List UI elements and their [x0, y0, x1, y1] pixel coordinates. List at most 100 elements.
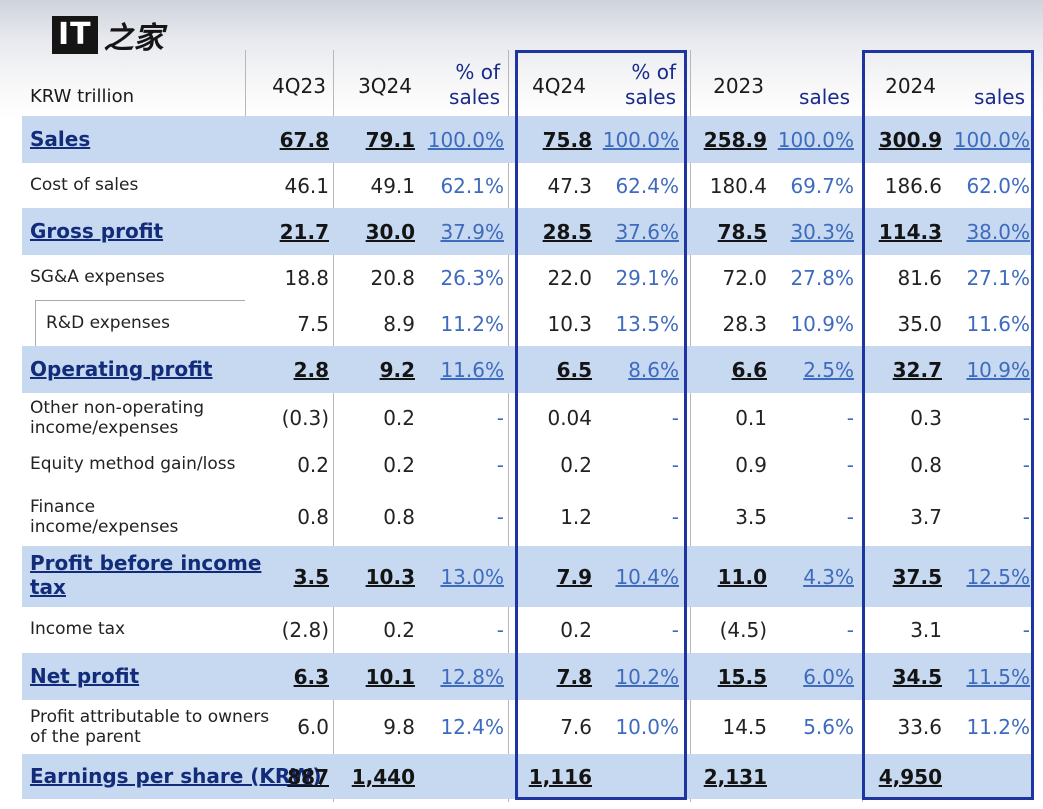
header-2024-pct: sales — [974, 85, 1025, 109]
cell-2024-pct: - — [1022, 505, 1030, 529]
cell-4q24-pct: 29.1% — [615, 266, 679, 290]
cell-3q24: 9.2 — [379, 357, 415, 382]
row-label: Earnings per share (KRW) — [30, 763, 322, 788]
cell-2023: 72.0 — [722, 266, 767, 290]
cell-2024-pct: 12.5% — [966, 564, 1030, 589]
cell-4q23: (2.8) — [281, 618, 329, 642]
header-4q24: 4Q24 — [532, 74, 586, 98]
cell-2024: 4,950 — [878, 764, 942, 789]
cell-3q24-pct: 13.0% — [440, 564, 504, 589]
cell-2023: (4.5) — [719, 618, 767, 642]
cell-2024: 186.6 — [884, 173, 942, 198]
cell-4q24: 10.3 — [547, 311, 592, 336]
cell-4q24: 0.04 — [547, 405, 592, 430]
cell-2024-pct: 27.1% — [966, 266, 1030, 290]
row-label: Income tax — [30, 619, 126, 639]
cell-4q24: 28.5 — [542, 219, 592, 244]
watermark-logo: IT 之家 — [52, 14, 164, 56]
cell-2023: 3.5 — [735, 505, 767, 529]
cell-3q24: 79.1 — [365, 127, 415, 152]
cell-3q24-pct: 11.2% — [440, 311, 504, 336]
header-2023-pct: sales — [799, 85, 850, 109]
header-4q23: 4Q23 — [272, 74, 326, 98]
cell-3q24-pct: 12.8% — [440, 664, 504, 689]
cell-3q24-pct: 100.0% — [427, 127, 504, 152]
subrow-bracket-left — [35, 300, 36, 346]
cell-4q24-pct: 62.4% — [615, 173, 679, 198]
cell-2024: 114.3 — [878, 219, 942, 244]
cell-2023-pct: - — [846, 405, 854, 430]
watermark-box-text: IT — [52, 16, 98, 54]
cell-2024: 0.3 — [910, 405, 942, 430]
cell-2023: 0.9 — [735, 453, 767, 477]
cell-2023: 11.0 — [717, 564, 767, 589]
table-header: KRW trillion 4Q23 3Q24 % of sales 4Q24 %… — [0, 50, 1043, 116]
cell-2024-pct: 100.0% — [953, 127, 1030, 152]
cell-2024: 300.9 — [878, 127, 942, 152]
cell-2024: 3.7 — [910, 505, 942, 529]
cell-3q24-pct: - — [496, 453, 504, 477]
cell-2023: 15.5 — [717, 664, 767, 689]
cell-4q23: 21.7 — [279, 219, 329, 244]
cell-4q24: 47.3 — [547, 173, 592, 198]
row-label-line2: tax — [30, 574, 66, 599]
cell-4q23: 3.5 — [293, 564, 329, 589]
row-label: Sales — [30, 126, 91, 151]
cell-2023-pct: 69.7% — [790, 173, 854, 198]
cell-2023: 14.5 — [722, 715, 767, 739]
cell-3q24-pct: - — [496, 618, 504, 642]
cell-2023-pct: 6.0% — [803, 664, 854, 689]
header-4q24-pct-b: sales — [625, 85, 676, 109]
watermark-script-text: 之家 — [103, 21, 164, 56]
divider-line — [508, 50, 509, 802]
cell-4q24: 0.2 — [560, 453, 592, 477]
cell-4q24-pct: 10.4% — [615, 564, 679, 589]
cell-4q23: 6.0 — [297, 715, 329, 739]
cell-4q24-pct: - — [671, 453, 679, 477]
table-row: Equity method gain/loss 0.2 0.2 - 0.2 - 0.9 - 0.… — [22, 442, 1032, 488]
cell-4q24-pct: 37.6% — [615, 219, 679, 244]
header-3q24-pct-b: sales — [449, 85, 500, 109]
top-background — [0, 0, 1043, 118]
row-label: Gross profit — [30, 218, 164, 243]
highlight-frame-2024 — [862, 50, 1034, 800]
cell-4q23: 0.8 — [297, 505, 329, 529]
cell-3q24: 10.1 — [365, 664, 415, 689]
cell-4q24-pct: - — [671, 618, 679, 642]
table-row: Finance income/expenses 0.8 0.8 - 1.2 - 3.5 - 3.7… — [22, 488, 1032, 546]
cell-3q24: 0.2 — [383, 453, 415, 477]
row-label: Net profit — [30, 663, 140, 688]
header-4q24-pct-a: % of — [631, 60, 676, 84]
cell-2024: 34.5 — [892, 664, 942, 689]
cell-2023-pct: 30.3% — [790, 219, 854, 244]
cell-4q24: 22.0 — [547, 266, 592, 290]
row-label: SG&A expenses — [30, 267, 165, 287]
cell-2024: 0.8 — [910, 453, 942, 477]
cell-2024-pct: - — [1022, 618, 1030, 642]
cell-3q24-pct: 37.9% — [440, 219, 504, 244]
divider-line — [333, 50, 334, 802]
row-label: Cost of sales — [30, 174, 139, 195]
table-row: Cost of sales 46.1 49.1 62.1% 47.3 62.4% 180.4… — [22, 163, 1032, 208]
cell-4q23: 7.5 — [297, 311, 329, 336]
cell-3q24: 20.8 — [370, 266, 415, 290]
cell-2024-pct: - — [1022, 453, 1030, 477]
header-3q24-pct-a: % of — [455, 60, 500, 84]
cell-2023-pct: 27.8% — [790, 266, 854, 290]
divider-line — [690, 50, 691, 802]
cell-4q23: 46.1 — [284, 173, 329, 198]
cell-2024: 32.7 — [892, 357, 942, 382]
cell-4q23: 18.8 — [284, 266, 329, 290]
cell-3q24: 30.0 — [365, 219, 415, 244]
cell-2023-pct: 4.3% — [803, 564, 854, 589]
cell-2023-pct: 100.0% — [777, 127, 854, 152]
cell-2023: 258.9 — [703, 127, 767, 152]
header-2023: 2023 — [713, 74, 764, 98]
cell-2023: 6.6 — [731, 357, 767, 382]
table-row: Income tax (2.8) 0.2 - 0.2 - (4.5) - 3.1 - — [22, 607, 1032, 653]
table-row: Other non-operating income/expenses (0.3) 0… — [22, 393, 1032, 442]
cell-3q24-pct: 12.4% — [440, 715, 504, 739]
header-2024: 2024 — [885, 74, 936, 98]
cell-3q24-pct: - — [496, 405, 504, 430]
cell-4q24-pct: 13.5% — [615, 311, 679, 336]
